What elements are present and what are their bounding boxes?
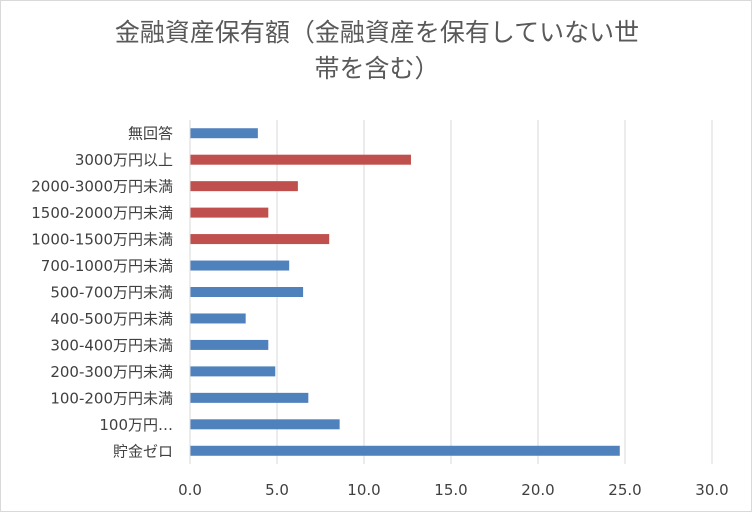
bar: [190, 234, 330, 245]
bar: [190, 260, 290, 271]
y-tick-label: 無回答: [128, 125, 173, 143]
y-tick-label: 1500-2000万円未満: [31, 204, 173, 222]
x-tick-label: 25.0: [608, 481, 641, 499]
x-tick-label: 0.0: [178, 481, 202, 499]
bar: [190, 181, 298, 192]
y-tick-label: 500-700万円未満: [50, 284, 173, 302]
bar: [190, 207, 269, 218]
bar: [190, 154, 411, 165]
y-tick-label: 2000-3000万円未満: [31, 178, 173, 196]
chart-title-line-2: 帯を含む）: [314, 54, 440, 83]
x-tick-label: 30.0: [695, 481, 728, 499]
y-tick-label: 700-1000万円未満: [41, 257, 173, 275]
bar: [190, 419, 340, 430]
y-tick-label: 100万円…: [99, 416, 173, 434]
y-tick-label: 200-300万円未満: [50, 363, 173, 381]
x-tick-label: 10.0: [347, 481, 380, 499]
y-tick-label: 300-400万円未満: [50, 336, 173, 354]
y-tick-label: 1000-1500万円未満: [31, 231, 173, 249]
bar: [190, 287, 304, 297]
y-tick-label: 400-500万円未満: [50, 310, 173, 328]
y-tick-label: 3000万円以上: [75, 151, 173, 169]
bar: [190, 128, 258, 139]
bar: [190, 392, 309, 403]
x-tick-label: 15.0: [434, 481, 467, 499]
y-tick-label: 貯金ゼロ: [113, 442, 173, 460]
bar: [190, 313, 246, 324]
bar: [190, 445, 620, 456]
chart-title-line-1: 金融資産保有額（金融資産を保有していない世: [114, 18, 640, 47]
y-tick-label: 100-200万円未満: [50, 389, 173, 407]
bar: [190, 366, 276, 377]
bar: [190, 339, 269, 350]
x-tick-label: 20.0: [521, 481, 554, 499]
x-tick-label: 5.0: [265, 481, 289, 499]
chart-title: 金融資産保有額（金融資産を保有していない世 帯を含む）: [1, 15, 751, 87]
